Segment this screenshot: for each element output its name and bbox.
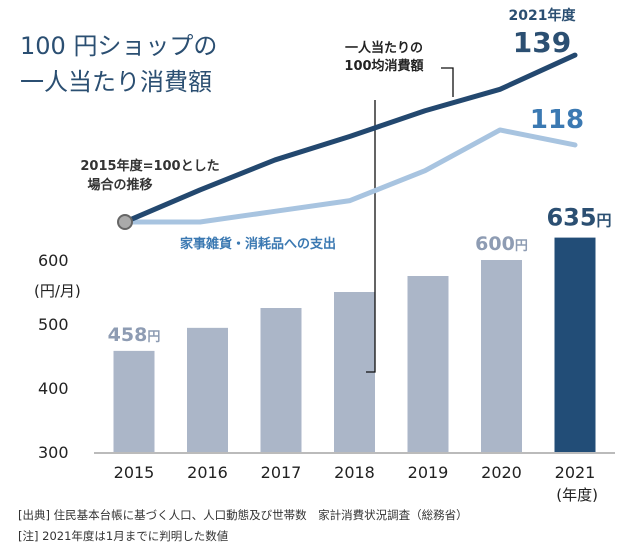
x-tick-label: 2018	[334, 463, 375, 482]
title-line-2: 一人当たり消費額	[20, 68, 212, 96]
end-label-series-2: 118	[530, 105, 584, 135]
leader-line-series	[441, 67, 454, 97]
y-tick-label: 500	[38, 315, 69, 334]
x-tick-label: 2017	[261, 463, 302, 482]
x-tick-label: 2019	[408, 463, 449, 482]
bar-2019	[407, 276, 449, 452]
x-axis-label: (年度)	[556, 486, 598, 504]
bar-value-label-2020: 600円	[475, 233, 528, 255]
line-series-2	[122, 127, 578, 225]
bar-2015	[113, 350, 155, 452]
y-tick-label: 300	[38, 443, 69, 462]
title-line-1: 100 円ショップの	[20, 32, 218, 60]
series-label-2: 家事雑貨・消耗品への支出	[180, 236, 336, 252]
end-label-series-1: 139	[513, 26, 571, 59]
x-tick-label: 2015	[114, 463, 155, 482]
bar-2017	[260, 308, 302, 452]
bar-2016	[187, 327, 228, 452]
bar-2021	[554, 237, 596, 452]
base-point-marker	[117, 214, 133, 230]
x-tick-label: 2020	[481, 463, 522, 482]
bar-value-label-2015: 458円	[108, 324, 161, 346]
y-axis-label: (円/月)	[34, 282, 81, 300]
base-annotation: 2015年度=100とした	[80, 158, 219, 174]
chart-title: 100 円ショップの 一人当たり消費額	[20, 28, 217, 100]
x-tick-label: 2021	[555, 463, 596, 482]
end-label-caption: 2021年度	[509, 7, 577, 24]
y-tick-label: 600	[38, 251, 69, 270]
footnote-source: [出典] 住民基本台帳に基づく人口、人口動態及び世帯数 家計消費状況調査（総務省…	[18, 508, 468, 522]
footnote-note: [注] 2021年度は1月までに判明した数値	[18, 529, 229, 543]
base-annotation: 場合の推移	[87, 177, 152, 193]
series-label-1: 一人当たりの	[345, 40, 423, 56]
line-series-1	[122, 52, 578, 225]
bar-2020	[481, 260, 522, 452]
bar-value-label-2021: 635円	[546, 204, 611, 232]
y-tick-label: 400	[38, 379, 69, 398]
series-label-1: 100均消費額	[344, 58, 423, 74]
x-tick-label: 2016	[187, 463, 228, 482]
